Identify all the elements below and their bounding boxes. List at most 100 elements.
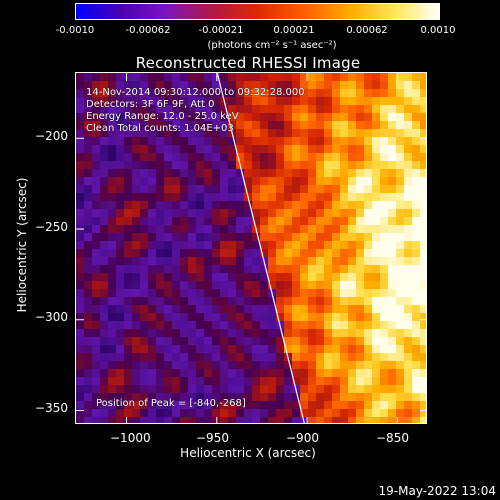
heatmap-cell — [100, 89, 109, 98]
heatmap-cell — [228, 217, 237, 226]
heatmap-cell — [196, 97, 205, 106]
heatmap-cell — [420, 393, 426, 402]
heatmap-cell — [212, 241, 221, 250]
heatmap-cell — [348, 257, 357, 266]
heatmap-cell — [204, 217, 213, 226]
heatmap-cell — [220, 81, 229, 90]
heatmap-cell — [164, 417, 173, 423]
heatmap-cell — [212, 249, 221, 258]
heatmap-cell — [84, 153, 93, 162]
heatmap-cell — [140, 193, 149, 202]
heatmap-cell — [412, 233, 421, 242]
heatmap-cell — [156, 417, 165, 423]
heatmap-cell — [172, 121, 181, 130]
heatmap-cell — [380, 401, 389, 410]
heatmap-cell — [164, 225, 173, 234]
heatmap-cell — [132, 185, 141, 194]
heatmap-cell — [84, 161, 93, 170]
heatmap-cell — [412, 337, 421, 346]
heatmap-cell — [92, 81, 101, 90]
heatmap-cell — [196, 121, 205, 130]
heatmap-cell — [148, 153, 157, 162]
heatmap-cell — [228, 297, 237, 306]
heatmap-cell — [268, 209, 277, 218]
heatmap-cell — [412, 193, 421, 202]
heatmap-cell — [340, 273, 349, 282]
heatmap-cell — [124, 401, 133, 410]
heatmap-cell — [220, 337, 229, 346]
heatmap-cell — [300, 113, 309, 122]
heatmap-cell — [100, 281, 109, 290]
heatmap-cell — [140, 337, 149, 346]
heatmap-cell — [132, 377, 141, 386]
heatmap-cell — [164, 353, 173, 362]
heatmap-cell — [284, 97, 293, 106]
heatmap-cell — [404, 161, 413, 170]
heatmap-cell — [308, 409, 317, 418]
heatmap-cell — [76, 73, 85, 82]
heatmap-cell — [92, 281, 101, 290]
heatmap-cell — [140, 209, 149, 218]
heatmap-cell — [156, 233, 165, 242]
heatmap-cell — [356, 193, 365, 202]
heatmap-cell — [332, 89, 341, 98]
heatmap-cell — [396, 113, 405, 122]
heatmap-cell — [356, 241, 365, 250]
heatmap-cell — [140, 97, 149, 106]
reconstructed-image-heatmap — [76, 73, 426, 423]
heatmap-cell — [108, 89, 117, 98]
heatmap-cell — [180, 361, 189, 370]
heatmap-cell — [396, 153, 405, 162]
footer-timestamp: 19-May-2022 13:04 — [378, 484, 496, 498]
heatmap-cell — [316, 97, 325, 106]
heatmap-cell — [308, 393, 317, 402]
heatmap-cell — [292, 417, 301, 423]
heatmap-cell — [292, 305, 301, 314]
heatmap-cell — [156, 153, 165, 162]
heatmap-cell — [164, 81, 173, 90]
heatmap-cell — [132, 81, 141, 90]
heatmap-cell — [148, 393, 157, 402]
heatmap-cell — [100, 113, 109, 122]
heatmap-cell — [188, 313, 197, 322]
heatmap-cell — [132, 145, 141, 154]
heatmap-cell — [332, 337, 341, 346]
heatmap-cell — [140, 345, 149, 354]
heatmap-cell — [388, 209, 397, 218]
heatmap-cell — [164, 289, 173, 298]
heatmap-cell — [92, 305, 101, 314]
heatmap-cell — [108, 257, 117, 266]
heatmap-cell — [324, 185, 333, 194]
heatmap-cell — [332, 377, 341, 386]
heatmap-cell — [300, 377, 309, 386]
heatmap-cell — [228, 321, 237, 330]
heatmap-cell — [332, 409, 341, 418]
heatmap-cell — [156, 361, 165, 370]
heatmap-cell — [100, 321, 109, 330]
heatmap-cell — [412, 353, 421, 362]
heatmap-cell — [380, 305, 389, 314]
heatmap-cell — [372, 161, 381, 170]
heatmap-cell — [348, 97, 357, 106]
heatmap-cell — [348, 281, 357, 290]
heatmap-cell — [268, 377, 277, 386]
heatmap-cell — [316, 233, 325, 242]
heatmap-cell — [148, 177, 157, 186]
heatmap-cell — [388, 417, 397, 423]
heatmap-cell — [396, 217, 405, 226]
heatmap-cell — [92, 113, 101, 122]
heatmap-cell — [108, 185, 117, 194]
heatmap-cell — [380, 113, 389, 122]
heatmap-cell — [76, 305, 85, 314]
heatmap-cell — [132, 297, 141, 306]
heatmap-cell — [228, 393, 237, 402]
heatmap-cell — [116, 377, 125, 386]
heatmap-cell — [124, 289, 133, 298]
heatmap-cell — [380, 121, 389, 130]
heatmap-cell — [220, 209, 229, 218]
heatmap-cell — [148, 257, 157, 266]
heatmap-cell — [156, 257, 165, 266]
heatmap-cell — [340, 137, 349, 146]
heatmap-cell — [412, 241, 421, 250]
heatmap-cell — [252, 321, 261, 330]
